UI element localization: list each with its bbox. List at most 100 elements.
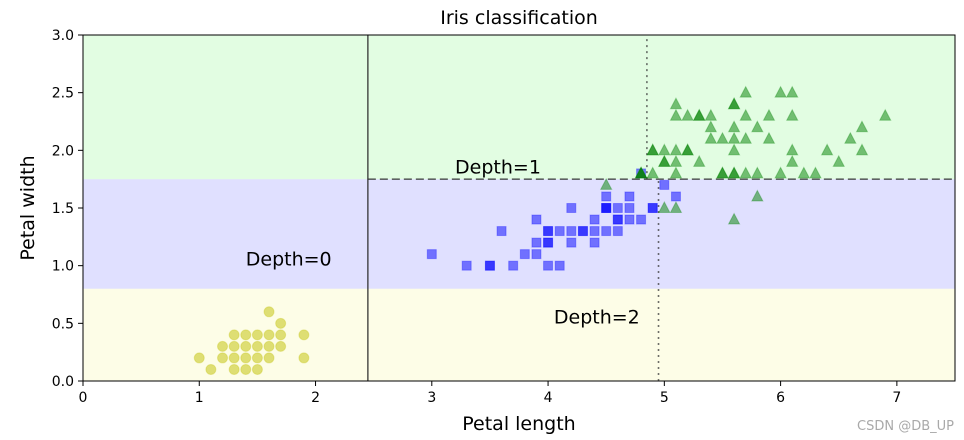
data-point bbox=[681, 108, 694, 121]
data-point bbox=[785, 108, 799, 121]
data-point bbox=[496, 226, 507, 237]
data-point bbox=[669, 166, 683, 179]
setosa-region bbox=[83, 288, 955, 381]
data-point bbox=[704, 131, 718, 144]
data-point bbox=[855, 120, 869, 133]
y-axis-ticks: 0.0 0.5 1.0 1.5 2.0 2.5 3.0 bbox=[52, 28, 83, 390]
data-point bbox=[785, 143, 799, 156]
x-tick-label: 3 bbox=[427, 390, 436, 406]
data-point bbox=[543, 237, 554, 248]
data-point bbox=[624, 214, 635, 225]
y-tick-label: 3.0 bbox=[52, 28, 74, 44]
data-point bbox=[193, 352, 205, 364]
data-point bbox=[658, 143, 671, 156]
data-point bbox=[727, 97, 741, 110]
data-point bbox=[739, 85, 753, 98]
x-tick-label: 7 bbox=[892, 390, 901, 406]
chart-title: Iris classification bbox=[440, 7, 598, 29]
data-point bbox=[263, 329, 275, 341]
data-point bbox=[669, 154, 683, 167]
data-point bbox=[566, 203, 577, 213]
data-point bbox=[681, 143, 694, 156]
data-point bbox=[785, 154, 799, 167]
data-point bbox=[878, 108, 892, 121]
data-point bbox=[601, 226, 612, 237]
versicolor-left-region bbox=[83, 179, 368, 289]
data-point bbox=[589, 237, 600, 248]
y-axis-label: Petal width bbox=[17, 155, 39, 260]
data-point bbox=[669, 200, 683, 213]
data-point bbox=[636, 214, 647, 225]
data-point bbox=[251, 363, 263, 375]
data-point bbox=[240, 352, 252, 364]
data-point bbox=[659, 179, 670, 190]
data-point bbox=[461, 260, 472, 271]
data-point bbox=[844, 131, 857, 144]
data-point bbox=[263, 306, 275, 318]
data-point bbox=[669, 97, 683, 110]
data-point bbox=[612, 226, 623, 237]
data-point bbox=[240, 340, 252, 352]
data-point bbox=[599, 177, 613, 190]
data-point bbox=[751, 189, 764, 202]
data-point bbox=[589, 226, 600, 237]
x-axis-ticks: 0 1 2 3 4 5 6 7 bbox=[79, 381, 901, 406]
data-point bbox=[263, 352, 275, 364]
data-point bbox=[762, 108, 776, 121]
data-point bbox=[658, 200, 671, 213]
data-points bbox=[193, 85, 892, 375]
data-point bbox=[554, 260, 565, 271]
data-point bbox=[240, 329, 252, 341]
depth-annotation: Depth=2 bbox=[554, 306, 640, 328]
x-tick-label: 6 bbox=[776, 390, 785, 406]
x-tick-label: 4 bbox=[544, 390, 553, 406]
data-point bbox=[624, 203, 635, 213]
data-point bbox=[298, 352, 310, 364]
data-point bbox=[739, 166, 753, 179]
data-point bbox=[751, 166, 764, 179]
data-point bbox=[228, 340, 240, 352]
data-point bbox=[566, 226, 577, 237]
x-tick-label: 1 bbox=[195, 390, 204, 406]
data-point bbox=[612, 203, 623, 213]
data-point bbox=[727, 131, 741, 144]
data-point bbox=[263, 340, 275, 352]
y-tick-label: 2.5 bbox=[52, 86, 74, 102]
data-point bbox=[240, 363, 252, 375]
x-tick-label: 5 bbox=[660, 390, 669, 406]
data-point bbox=[531, 237, 542, 248]
data-point bbox=[774, 85, 787, 98]
data-point bbox=[692, 108, 706, 121]
watermark: CSDN @DB_UP bbox=[857, 419, 954, 434]
x-axis-label: Petal length bbox=[462, 413, 575, 435]
y-tick-label: 0.5 bbox=[52, 316, 74, 332]
decision-regions bbox=[83, 35, 955, 381]
data-point bbox=[298, 329, 310, 341]
x-tick-label: 2 bbox=[311, 390, 320, 406]
data-point bbox=[589, 214, 600, 225]
y-tick-label: 1.5 bbox=[52, 201, 74, 217]
data-point bbox=[670, 191, 681, 202]
data-point bbox=[739, 108, 753, 121]
depth-annotation: Depth=1 bbox=[455, 156, 541, 178]
data-point bbox=[543, 260, 554, 271]
data-point bbox=[251, 329, 263, 341]
data-point bbox=[727, 166, 741, 179]
depth-annotations: Depth=0 Depth=1 Depth=2 bbox=[246, 156, 640, 328]
data-point bbox=[716, 131, 729, 144]
data-point bbox=[228, 352, 240, 364]
data-point bbox=[601, 203, 612, 213]
data-point bbox=[217, 352, 229, 364]
data-point bbox=[634, 166, 648, 179]
y-tick-label: 2.0 bbox=[52, 143, 74, 159]
data-point bbox=[275, 340, 287, 352]
data-point bbox=[692, 154, 706, 167]
data-point bbox=[727, 212, 741, 225]
data-point bbox=[251, 340, 263, 352]
data-point bbox=[704, 120, 718, 133]
data-point bbox=[762, 131, 776, 144]
data-point bbox=[832, 154, 846, 167]
data-point bbox=[647, 203, 658, 213]
data-point bbox=[855, 143, 869, 156]
